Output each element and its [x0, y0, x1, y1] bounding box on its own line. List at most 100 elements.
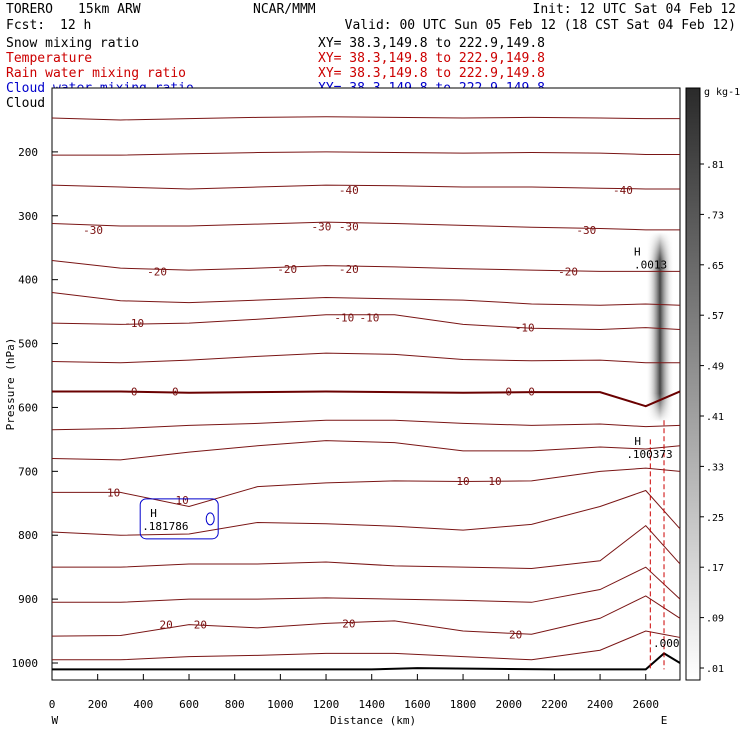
x-tick-label: 1600 — [404, 698, 431, 711]
colorbar: g kg-1 .01 .09 .17 .25 .33 .41 .49 .57 .65 .73 .81 — [685, 87, 740, 681]
x-tick-label: 1200 — [313, 698, 340, 711]
colorbar-tick-label: .57 — [706, 311, 724, 322]
x-tick-label: 1400 — [358, 698, 385, 711]
cloud-ice-max-label: H — [634, 246, 641, 259]
temperature-contour-label: -40 — [339, 184, 359, 197]
colorbar-tick-label: .01 — [706, 664, 724, 675]
colorbar-unit: g kg-1 — [704, 87, 740, 98]
colorbar-tick-label: .09 — [706, 614, 724, 625]
temperature-contour-label: -10 — [359, 311, 379, 324]
temperature-contour — [51, 419, 681, 431]
temperature-contour — [51, 221, 680, 231]
legend-field-name: Temperature — [6, 51, 92, 66]
y-tick-label: 700 — [18, 465, 38, 478]
cloud-water-max-value: .181786 — [142, 520, 188, 533]
y-tick-label: 500 — [18, 338, 38, 351]
rain-bottom-label: .000 — [653, 637, 680, 650]
temperature-contour — [51, 440, 681, 461]
temperature-contour — [51, 489, 681, 536]
x-tick-label: 2200 — [541, 698, 568, 711]
model-resolution: 15km ARW — [78, 2, 141, 17]
temperature-contour-label: -20 — [277, 263, 297, 276]
colorbar-tick-label: .73 — [706, 210, 724, 221]
temperature-contour-label: -40 — [613, 184, 633, 197]
rain-max-label: H — [634, 435, 641, 448]
plot-area: -40 -40-30 -30 -30 -30-20 -20 -20 -20-10 -10 -10-… — [12, 87, 681, 727]
x-tick-label: 200 — [88, 698, 108, 711]
cloud-water-contour — [205, 512, 215, 526]
temperature-contour — [51, 184, 680, 190]
temperature-contour-label: 20 — [509, 628, 522, 641]
temperature-contour-label: -10 — [334, 311, 354, 324]
colorbar-tick-label: .41 — [706, 412, 724, 423]
forecast-label: Fcst: — [6, 18, 45, 33]
temperature-contour — [51, 116, 680, 121]
temperature-contour — [52, 630, 681, 661]
temperature-contour-label: 0 — [131, 385, 138, 398]
temperature-contour — [51, 291, 681, 306]
temperature-contour-label: -30 — [312, 221, 332, 234]
x-tick-label: 0 — [49, 698, 56, 711]
x-tick-label: 600 — [179, 698, 199, 711]
agency: NCAR/MMM — [253, 2, 316, 17]
temperature-contour — [52, 390, 681, 408]
colorbar-tick-label: .65 — [706, 261, 724, 272]
temperature-contour-label: 10 — [488, 475, 501, 488]
y-tick-label: 1000 — [12, 657, 39, 670]
temperature-contour-label: -20 — [339, 263, 359, 276]
temperature-contour — [52, 524, 681, 569]
temperature-contour — [52, 566, 681, 603]
y-tick-label: 900 — [18, 593, 38, 606]
temperature-contour — [51, 352, 680, 364]
x-tick-label: 2600 — [632, 698, 659, 711]
x-tick-label: 400 — [133, 698, 153, 711]
temperature-contour-label: -10 — [124, 317, 144, 330]
temperature-contour-label: -30 — [83, 224, 103, 237]
temperature-contour — [51, 314, 681, 331]
model-name: TORERO — [6, 2, 53, 17]
legend-field-name: Rain water mixing ratio — [6, 66, 186, 81]
colorbar-tick-label: .33 — [706, 462, 724, 473]
y-axis-label: Pressure (hPa) — [4, 338, 17, 431]
colorbar-tick-label: .17 — [706, 563, 724, 574]
east-label: E — [661, 714, 668, 727]
rain-max-value: .100373 — [626, 448, 672, 461]
temperature-contour-label: 0 — [505, 385, 512, 398]
temperature-contour-label: 10 — [456, 475, 469, 488]
y-tick-label: 600 — [18, 401, 38, 414]
colorbar-tick-label: .81 — [706, 160, 724, 171]
y-tick-label: 300 — [18, 210, 38, 223]
colorbar-tick-label: .25 — [706, 513, 724, 524]
legend-field-xy: XY= 38.3,149.8 to 222.9,149.8 — [318, 51, 545, 66]
forecast-hour: 12 h — [60, 18, 91, 33]
temperature-contour-label: 20 — [160, 619, 173, 632]
x-tick-label: 2000 — [495, 698, 522, 711]
temperature-contour — [52, 151, 680, 156]
x-tick-label: 800 — [225, 698, 245, 711]
temperature-contour-label: 0 — [172, 385, 179, 398]
init-time: Init: 12 UTC Sat 04 Feb 12 — [533, 2, 737, 17]
west-label: W — [52, 714, 59, 727]
temperature-contour-label: -30 — [339, 221, 359, 234]
temperature-contour-label: -30 — [576, 224, 596, 237]
x-axis-label: Distance (km) — [330, 714, 416, 727]
cloud-ice-max-value: .0013 — [634, 259, 667, 272]
temperature-contour-label: 20 — [194, 619, 207, 632]
temperature-contour — [51, 260, 680, 272]
temperature-contour-label: 10 — [176, 494, 189, 507]
temperature-contour — [51, 595, 681, 637]
colorbar-tick-label: .49 — [706, 362, 724, 373]
y-tick-label: 400 — [18, 274, 38, 287]
y-tick-label: 200 — [18, 146, 38, 159]
temperature-contour — [52, 467, 681, 507]
x-tick-label: 2400 — [587, 698, 614, 711]
legend-field-name: Snow mixing ratio — [6, 36, 139, 51]
temperature-contour-label: -20 — [147, 265, 167, 278]
legend-field-xy: XY= 38.3,149.8 to 222.9,149.8 — [318, 36, 545, 51]
y-tick-label: 800 — [18, 529, 38, 542]
temperature-contour-label: 20 — [342, 617, 355, 630]
cloud-ice-shading — [646, 232, 674, 422]
temperature-contour-label: -20 — [558, 265, 578, 278]
valid-time: Valid: 00 UTC Sun 05 Feb 12 (18 CST Sat … — [345, 18, 736, 33]
